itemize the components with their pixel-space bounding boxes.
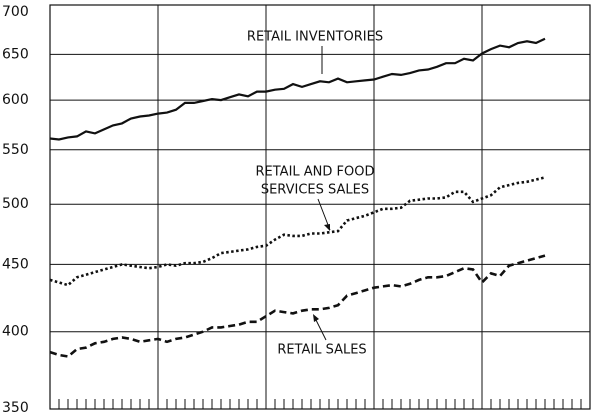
y-tick-label: 600 [2, 92, 29, 108]
series-label: RETAIL AND FOOD [256, 165, 375, 180]
y-tick-label: 350 [2, 400, 29, 415]
series-line [49, 176, 546, 287]
series-label: SERVICES SALES [261, 183, 369, 198]
series-label: RETAIL SALES [277, 343, 366, 358]
y-tick-label: 550 [2, 142, 29, 158]
series-line [49, 254, 546, 358]
series-line [49, 37, 546, 141]
y-tick-label: 500 [2, 196, 29, 212]
y-tick-label: 450 [2, 256, 29, 272]
y-tick-label: 400 [2, 324, 29, 340]
arrow-head [324, 224, 330, 231]
y-tick-label: 700 [2, 4, 29, 20]
series-label: RETAIL INVENTORIES [247, 30, 383, 45]
arrow-head [313, 314, 319, 322]
y-tick-label: 650 [2, 46, 29, 62]
